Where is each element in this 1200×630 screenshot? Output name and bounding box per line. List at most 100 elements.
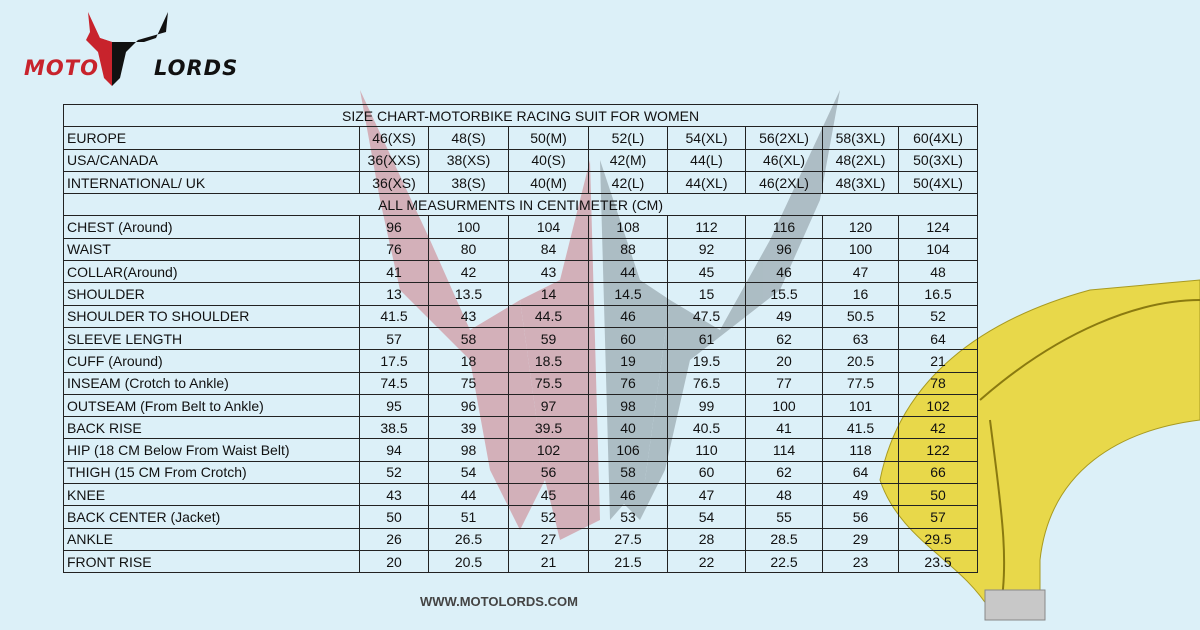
table-cell: 64 bbox=[897, 326, 979, 351]
measurement-row: FRONT RISE 20 20.5 21 21.5 22 22.5 23 23.5 bbox=[63, 549, 979, 574]
measurement-row: WAIST 76 80 84 88 92 96 100 104 bbox=[63, 237, 979, 262]
row-label: SLEEVE LENGTH bbox=[63, 326, 360, 351]
measurement-row: INSEAM (Crotch to Ankle) 74.5 75 75.5 76 76.5… bbox=[63, 371, 979, 395]
table-cell: 59 bbox=[508, 326, 589, 351]
table-cell: 18 bbox=[428, 349, 509, 373]
table-cell: 47.5 bbox=[667, 304, 746, 328]
table-cell: 120 bbox=[822, 215, 899, 239]
table-cell: 50 bbox=[359, 505, 429, 529]
table-cell: 92 bbox=[667, 237, 746, 262]
table-cell: 36(XS) bbox=[359, 170, 429, 195]
table-cell: 46 bbox=[588, 483, 668, 507]
footer-url: WWW.MOTOLORDS.COM bbox=[420, 594, 578, 609]
table-cell: 52(L) bbox=[588, 126, 668, 150]
table-cell: 57 bbox=[897, 505, 979, 529]
table-cell: 44 bbox=[588, 260, 668, 284]
table-cell: 29.5 bbox=[897, 527, 979, 551]
table-cell: 75 bbox=[428, 371, 509, 395]
table-cell: 63 bbox=[822, 326, 899, 351]
table-cell: 20.5 bbox=[822, 349, 899, 373]
table-cell: 14 bbox=[508, 282, 589, 306]
table-cell: 39 bbox=[428, 416, 509, 440]
table-cell: 61 bbox=[667, 326, 746, 351]
table-cell: 38(S) bbox=[428, 170, 509, 195]
table-cell: 19 bbox=[588, 349, 668, 373]
row-label: CUFF (Around) bbox=[63, 349, 360, 373]
table-cell: 54(XL) bbox=[667, 126, 746, 150]
table-cell: 58(3XL) bbox=[822, 126, 899, 150]
table-cell: 106 bbox=[588, 438, 668, 462]
table-cell: 28 bbox=[667, 527, 746, 551]
measurement-row: SHOULDER 13 13.5 14 14.5 15 15.5 16 16.5 bbox=[63, 282, 979, 306]
table-cell: 50(3XL) bbox=[897, 148, 979, 172]
table-cell: 40 bbox=[588, 416, 668, 440]
table-cell: 62 bbox=[745, 460, 823, 485]
table-cell: 64 bbox=[822, 460, 899, 485]
table-cell: 46(XL) bbox=[745, 148, 823, 172]
row-label: INTERNATIONAL/ UK bbox=[63, 170, 360, 195]
measurement-row: KNEE 43 44 45 46 47 48 49 50 bbox=[63, 483, 979, 507]
title-row: SIZE CHART-MOTORBIKE RACING SUIT FOR WOM… bbox=[62, 103, 979, 128]
measurement-row: BACK CENTER (Jacket) 50 51 52 53 54 55 56 57 bbox=[63, 505, 979, 529]
table-cell: 21 bbox=[897, 349, 979, 373]
table-cell: 96 bbox=[359, 215, 429, 239]
measurement-row: CUFF (Around) 17.5 18 18.5 19 19.5 20 20.5 21 bbox=[63, 349, 979, 373]
table-cell: 39.5 bbox=[508, 416, 589, 440]
table-cell: 78 bbox=[897, 371, 979, 395]
table-cell: 98 bbox=[428, 438, 509, 462]
measurement-row: SHOULDER TO SHOULDER 41.5 43 44.5 46 47.5 49 50… bbox=[63, 304, 979, 328]
table-cell: 58 bbox=[588, 460, 668, 485]
brand-moto: MOTO bbox=[24, 56, 99, 80]
table-cell: 99 bbox=[667, 393, 746, 418]
table-cell: 96 bbox=[428, 393, 509, 418]
table-cell: 76 bbox=[588, 371, 668, 395]
table-cell: 77.5 bbox=[822, 371, 899, 395]
measurement-row: HIP (18 CM Below From Waist Belt) 94 98 102… bbox=[63, 438, 979, 462]
table-cell: 27.5 bbox=[588, 527, 668, 551]
table-cell: 48(2XL) bbox=[822, 148, 899, 172]
row-label: USA/CANADA bbox=[63, 148, 360, 172]
table-cell: 60(4XL) bbox=[897, 126, 979, 150]
table-cell: 41 bbox=[359, 260, 429, 284]
table-cell: 58 bbox=[428, 326, 509, 351]
table-cell: 54 bbox=[667, 505, 746, 529]
motolords-logo: MOTO LORDS bbox=[20, 8, 250, 88]
table-cell: 42(L) bbox=[588, 170, 668, 195]
table-cell: 100 bbox=[428, 215, 509, 239]
table-cell: 122 bbox=[897, 438, 979, 462]
table-cell: 94 bbox=[359, 438, 429, 462]
table-cell: 112 bbox=[667, 215, 746, 239]
row-label: KNEE bbox=[63, 483, 360, 507]
table-cell: 43 bbox=[428, 304, 509, 328]
table-cell: 77 bbox=[745, 371, 823, 395]
table-cell: 88 bbox=[588, 237, 668, 262]
table-cell: 40.5 bbox=[667, 416, 746, 440]
table-cell: 14.5 bbox=[588, 282, 668, 306]
table-cell: 19.5 bbox=[667, 349, 746, 373]
table-cell: 116 bbox=[745, 215, 823, 239]
table-cell: 52 bbox=[508, 505, 589, 529]
table-cell: 26.5 bbox=[428, 527, 509, 551]
table-cell: 104 bbox=[897, 237, 979, 262]
table-cell: 49 bbox=[745, 304, 823, 328]
table-cell: 50(4XL) bbox=[897, 170, 979, 195]
table-cell: 48 bbox=[897, 260, 979, 284]
size-row: USA/CANADA 36(XXS) 38(XS) 40(S) 42(M) 44(L) 46… bbox=[63, 148, 979, 172]
table-cell: 48 bbox=[745, 483, 823, 507]
table-cell: 46(2XL) bbox=[745, 170, 823, 195]
table-cell: 124 bbox=[897, 215, 979, 239]
brand-lords: LORDS bbox=[154, 56, 239, 80]
table-cell: 42 bbox=[897, 416, 979, 440]
table-cell: 46 bbox=[745, 260, 823, 284]
table-cell: 45 bbox=[508, 483, 589, 507]
bull-head-icon bbox=[86, 12, 168, 86]
table-cell: 62 bbox=[745, 326, 823, 351]
table-cell: 36(XXS) bbox=[359, 148, 429, 172]
table-cell: 44.5 bbox=[508, 304, 589, 328]
table-cell: 17.5 bbox=[359, 349, 429, 373]
table-cell: 110 bbox=[667, 438, 746, 462]
table-cell: 76.5 bbox=[667, 371, 746, 395]
table-cell: 56(2XL) bbox=[745, 126, 823, 150]
table-cell: 16.5 bbox=[897, 282, 979, 306]
table-cell: 15 bbox=[667, 282, 746, 306]
